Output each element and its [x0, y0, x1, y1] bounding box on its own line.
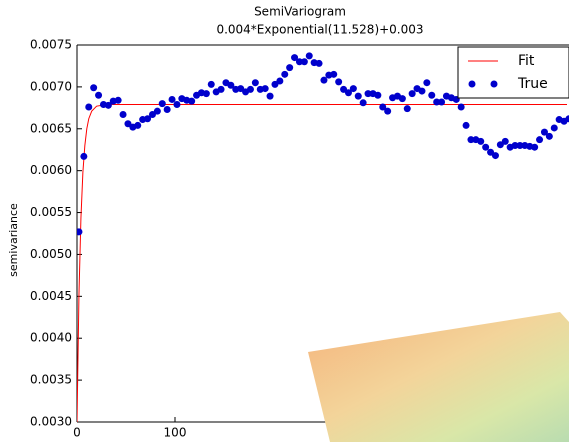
- data-point: [546, 133, 553, 140]
- data-point: [85, 103, 92, 110]
- background-raster: [308, 312, 569, 442]
- chart-title: SemiVariogram: [254, 5, 346, 19]
- legend-box: [458, 47, 569, 98]
- data-point: [492, 152, 499, 159]
- data-point: [203, 90, 210, 97]
- data-point: [169, 96, 176, 103]
- data-point: [502, 138, 509, 145]
- data-point: [80, 153, 87, 160]
- data-point: [281, 71, 288, 78]
- legend-swatch: [469, 81, 476, 88]
- data-point: [536, 136, 543, 143]
- data-point: [418, 88, 425, 95]
- y-tick-label: 0.0035: [30, 373, 72, 387]
- data-point: [95, 92, 102, 99]
- data-point: [306, 52, 313, 59]
- data-point: [438, 98, 445, 105]
- data-point: [551, 124, 558, 131]
- data-point: [154, 108, 161, 115]
- page: SemiVariogram 0.004*Exponential(11.528)+…: [0, 0, 569, 442]
- data-point: [247, 86, 254, 93]
- data-point: [134, 122, 141, 129]
- legend-label: True: [517, 76, 548, 92]
- y-axis-label: semivariance: [7, 203, 20, 277]
- data-point: [316, 60, 323, 67]
- y-tick-label: 0.0030: [30, 415, 72, 429]
- y-tick-label: 0.0060: [30, 163, 72, 177]
- y-tick-label: 0.0065: [30, 121, 72, 135]
- y-tick-label: 0.0045: [30, 289, 72, 303]
- x-tick-label: 0: [73, 426, 81, 440]
- data-point: [330, 71, 337, 78]
- data-point: [477, 138, 484, 145]
- data-point: [115, 97, 122, 104]
- data-point: [286, 64, 293, 71]
- chart: SemiVariogram 0.004*Exponential(11.528)+…: [0, 0, 569, 442]
- data-point: [409, 90, 416, 97]
- data-point: [374, 92, 381, 99]
- data-point: [384, 108, 391, 115]
- data-point: [301, 58, 308, 65]
- data-point: [252, 79, 259, 86]
- data-point: [531, 144, 538, 151]
- legend-label: Fit: [518, 53, 535, 69]
- data-point: [482, 144, 489, 151]
- data-point: [218, 86, 225, 93]
- data-point: [262, 85, 269, 92]
- data-point: [188, 98, 195, 105]
- data-point: [208, 81, 215, 88]
- chart-subtitle: 0.004*Exponential(11.528)+0.003: [216, 23, 423, 37]
- data-point: [463, 122, 470, 129]
- y-tick-label: 0.0040: [30, 331, 72, 345]
- data-point: [335, 78, 342, 85]
- data-point: [360, 99, 367, 106]
- data-point: [350, 85, 357, 92]
- x-tick-label: 100: [164, 426, 187, 440]
- data-point: [276, 78, 283, 85]
- y-tick-label: 0.0075: [30, 38, 72, 52]
- y-tick-label: 0.0070: [30, 79, 72, 93]
- data-point: [428, 92, 435, 99]
- data-point: [399, 95, 406, 102]
- data-point: [90, 84, 97, 91]
- data-point: [423, 79, 430, 86]
- legend: Fit True: [458, 47, 569, 98]
- legend-swatch: [491, 81, 498, 88]
- y-tick-label: 0.0055: [30, 205, 72, 219]
- y-tick-label: 0.0050: [30, 247, 72, 261]
- data-point: [267, 93, 274, 100]
- data-point: [320, 77, 327, 84]
- data-point: [159, 100, 166, 107]
- data-point: [164, 106, 171, 113]
- data-point: [355, 93, 362, 100]
- data-point: [120, 111, 127, 118]
- data-point: [404, 105, 411, 112]
- data-point: [173, 101, 180, 108]
- data-point: [458, 103, 465, 110]
